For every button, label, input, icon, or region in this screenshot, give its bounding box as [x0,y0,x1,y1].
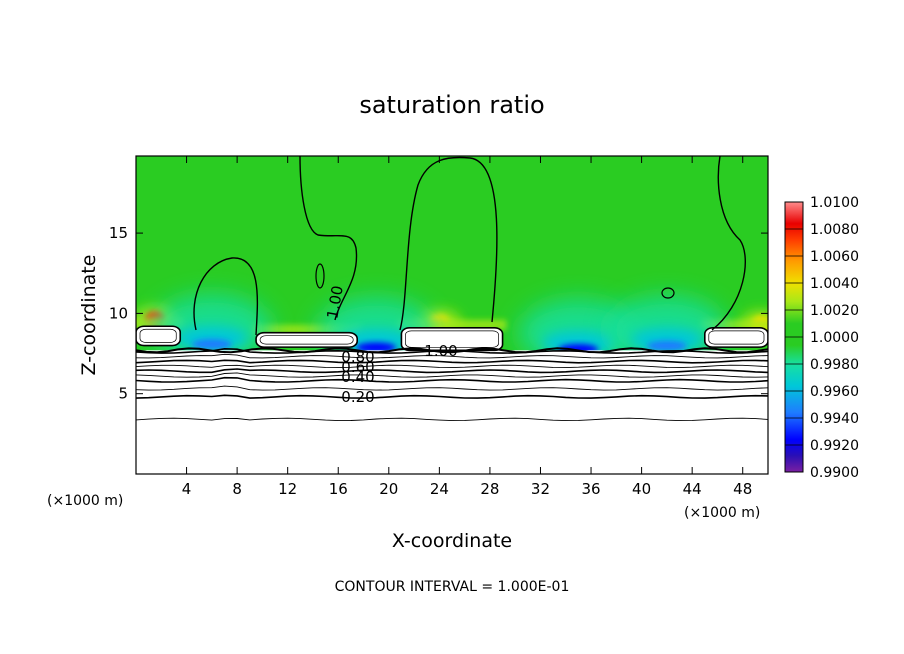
colorbar-tick-label-1: 1.0080 [810,222,859,238]
colorbar: 1.0100 1.0080 1.0060 1.0040 1.0020 1.0000 0.99… [784,195,859,481]
contour-label-3: 0.60 [341,358,374,376]
x-tick-label-4: 20 [379,480,398,498]
colorbar-tick-label-0: 1.0100 [810,195,859,211]
contour-labels: 1.00 1.00 0.800.600.40 0.20 [323,284,457,406]
colorbar-tick-label-8: 0.9940 [810,411,859,427]
contour-line-9 [136,417,768,422]
contour-line-1 [136,353,768,359]
colorbar-tick-label-10: 0.9900 [810,465,859,481]
x-tick-label-8: 36 [581,480,600,498]
contour-label-0: 1.00 [323,284,347,320]
colorbar-tick-label-2: 1.0060 [810,249,859,265]
contour-line-layer-top [136,347,768,354]
colorbar-tick-label-7: 0.9960 [810,384,859,400]
x-tick-label-0: 4 [182,480,192,498]
plot-frame [135,155,769,475]
cloud-top-band-3 [700,319,768,330]
y-axis-label: Z-coordinate [78,255,100,376]
contour-island-1 [661,287,675,299]
x-tick-label-5: 24 [430,480,449,498]
contour-interval-note: CONTOUR INTERVAL = 1.000E-01 [335,579,570,595]
x-tick-label-3: 16 [329,480,348,498]
cloud-block-inner-2 [405,330,499,348]
colorbar-tick-label-3: 1.0040 [810,276,859,292]
cool-spot-core-3 [646,340,687,351]
y-tick-label-2: 15 [109,224,128,242]
colorbar-ticks: 1.0100 1.0080 1.0060 1.0040 1.0020 1.0000 0.99… [785,195,859,481]
contour-line-7 [136,385,768,391]
y-tick-label-0: 5 [118,385,128,403]
cloud-block-inner-3 [708,330,765,345]
contour-line-0 [136,347,768,354]
cloud-block-0 [136,325,182,347]
x-axis-label: X-coordinate [392,530,512,552]
contour-label-4: 0.40 [341,368,374,386]
chart-title: saturation ratio [359,91,544,119]
plume-contour-1 [399,156,498,331]
contour-label-5: 0.20 [341,388,374,406]
plume-contour-2 [299,156,358,321]
x-tick-label-6: 28 [480,480,499,498]
cloud-top-band-1 [252,324,362,335]
contour-label-2: 0.80 [341,348,374,366]
heatmap-field: 1.00 1.00 0.800.600.40 0.20 [136,156,768,474]
colorbar-tick-label-4: 1.0020 [810,303,859,319]
cloud-top-band-2 [397,319,507,330]
colorbar-tick-label-6: 0.9980 [810,357,859,373]
x-tick-label-11: 48 [733,480,752,498]
cool-spots [151,294,727,368]
colorbar-tick-label-9: 0.9920 [810,438,859,454]
x-tick-label-1: 8 [232,480,242,498]
contour-line-4 [136,368,768,374]
cloud-block-1 [255,331,358,348]
x-tick-label-2: 12 [278,480,297,498]
y-axis-unit: (×1000 m) [47,493,123,509]
cloud-block-inner-0 [139,328,177,343]
y-axis-ticks: 5 10 15 [109,224,768,403]
x-tick-label-7: 32 [531,480,550,498]
contour-line-3 [136,364,768,369]
cloud-blocks [136,325,768,352]
plume-contour-3 [711,156,746,331]
cool-spot-core-1 [356,342,397,353]
y-tick-label-1: 10 [109,304,128,322]
colorbar-tick-label-5: 1.0000 [810,330,859,346]
x-axis-unit: (×1000 m) [684,505,760,521]
subsaturated-layer [136,350,768,474]
cloud-block-inner-1 [259,335,354,345]
plume-contour-0 [193,257,259,336]
contour-lines [136,156,768,422]
x-tick-label-10: 44 [683,480,702,498]
contour-line-6 [136,376,768,383]
contour-line-2 [136,359,768,364]
contour-label-1: 1.00 [424,342,457,360]
contour-line-8 [136,394,768,399]
x-tick-label-9: 40 [632,480,651,498]
contour-line-5 [136,372,768,378]
cool-spot-core-0 [191,339,232,350]
contour-island-0 [315,263,325,289]
x-axis-ticks: 4 8 12 16 20 24 28 32 36 40 44 48 [182,156,752,498]
